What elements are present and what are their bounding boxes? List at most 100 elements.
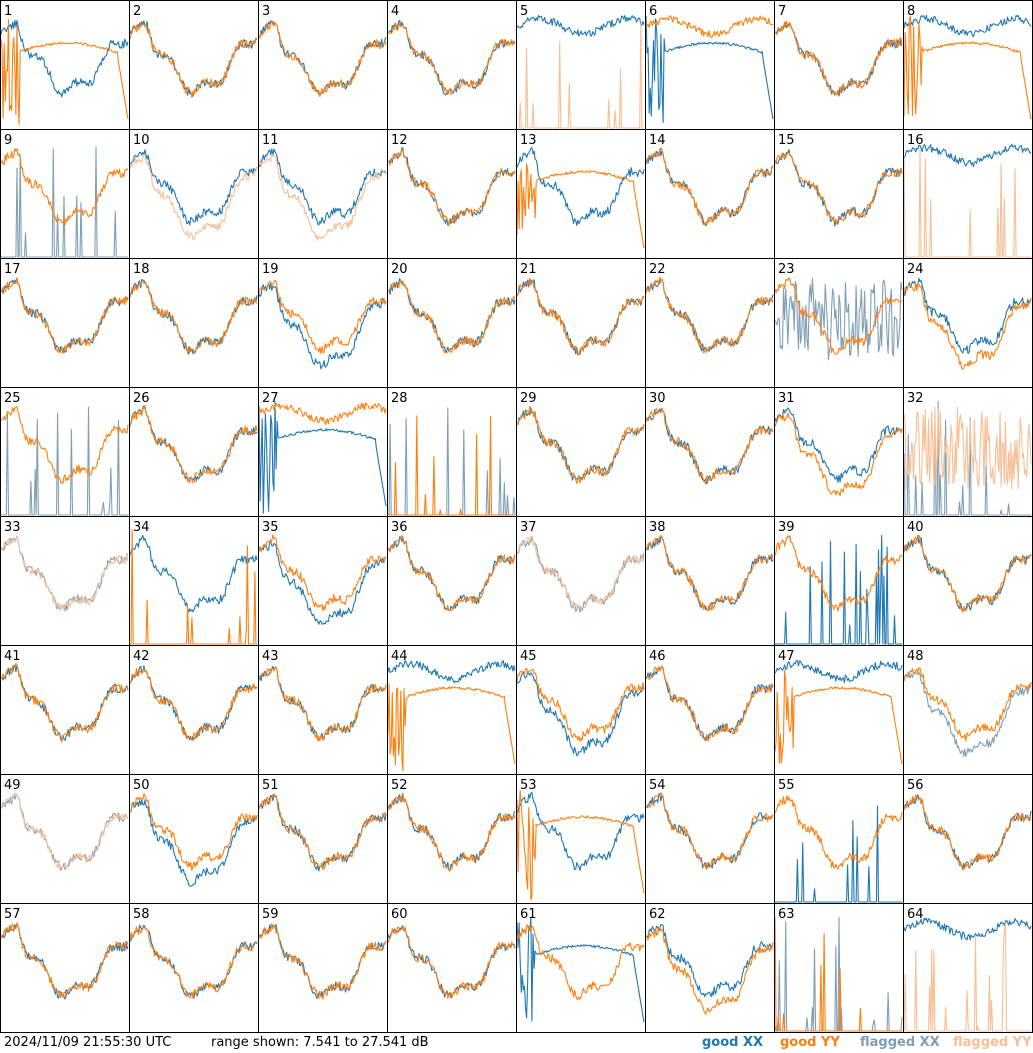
panel-48-yy-trace	[903, 667, 1032, 742]
panel-14-frame	[645, 129, 775, 259]
panel-24-frame	[903, 258, 1033, 388]
panel-45-frame	[516, 645, 646, 775]
panel-19-frame	[258, 258, 388, 388]
panel-55-frame	[774, 774, 904, 904]
panel-38: 38	[645, 516, 775, 646]
panel-16-label: 16	[907, 133, 924, 148]
panel-24-label: 24	[907, 262, 924, 277]
panel-61: 61	[516, 903, 646, 1033]
panel-4-xx-trace	[387, 19, 516, 96]
panel-12-yy-trace	[387, 148, 516, 227]
panel-10: 10	[129, 129, 259, 259]
panel-38-yy-trace	[645, 535, 774, 611]
panel-54: 54	[645, 774, 775, 904]
panel-47-yy-trace	[774, 669, 903, 765]
panel-62: 62	[645, 903, 775, 1033]
panel-22-yy-trace	[645, 276, 774, 354]
panel-5: 5	[516, 0, 646, 130]
panel-21-frame	[516, 258, 646, 388]
panel-6-label: 6	[649, 4, 657, 19]
panel-52-frame	[387, 774, 517, 904]
panel-43: 43	[258, 645, 388, 775]
panel-50-xx-trace	[129, 799, 258, 887]
legend-good-yy: good YY	[780, 1035, 840, 1050]
panel-19: 19	[258, 258, 388, 388]
panel-17-yy-trace	[0, 277, 129, 354]
timestamp: 2024/11/09 21:55:30 UTC	[4, 1035, 172, 1050]
panel-22-label: 22	[649, 262, 666, 277]
panel-20-frame	[387, 258, 517, 388]
panel-25-yy-trace	[0, 406, 129, 485]
panel-63-yy-trace	[774, 917, 902, 1032]
panel-23-label: 23	[778, 262, 795, 277]
panel-3-yy-trace	[258, 20, 387, 97]
panel-60-yy-trace	[387, 926, 516, 999]
panel-39-xx-trace	[775, 534, 902, 645]
panel-25-label: 25	[4, 391, 21, 406]
panel-23-xx-trace	[774, 278, 903, 361]
panel-19-xx-trace	[258, 282, 387, 370]
panel-53: 53	[516, 774, 646, 904]
panel-18-yy-trace	[129, 279, 258, 354]
panel-50: 50	[129, 774, 259, 904]
panel-29: 29	[516, 387, 646, 517]
panel-50-yy-trace	[129, 793, 258, 872]
panel-53-xx-trace	[516, 792, 645, 871]
panel-27: 27	[258, 387, 388, 517]
panel-57-label: 57	[4, 907, 21, 922]
panel-59-label: 59	[262, 907, 279, 922]
panel-1-yy-trace	[0, 19, 129, 125]
panel-21-yy-trace	[516, 278, 645, 356]
panel-9-yy-trace	[0, 147, 129, 226]
panel-31-label: 31	[778, 391, 795, 406]
panel-27-xx-trace	[258, 400, 387, 514]
panel-27-yy-trace	[258, 402, 387, 425]
panel-53-yy-trace	[516, 790, 645, 901]
panel-49-frame	[0, 774, 130, 904]
panel-32: 32	[903, 387, 1033, 517]
panel-33: 33	[0, 516, 130, 646]
panel-22: 22	[645, 258, 775, 388]
panel-12-label: 12	[391, 133, 408, 148]
panel-48-frame	[903, 645, 1033, 775]
panel-62-frame	[645, 903, 775, 1033]
panel-33-yy-trace	[0, 535, 129, 612]
panel-35-label: 35	[262, 520, 279, 535]
panel-31-frame	[774, 387, 904, 517]
panel-32-xx-trace	[903, 400, 1031, 516]
panel-40: 40	[903, 516, 1033, 646]
panel-1-label: 1	[4, 4, 12, 19]
panel-13-xx-trace	[516, 147, 645, 227]
panel-62-xx-trace	[645, 923, 774, 998]
panel-45-xx-trace	[516, 670, 645, 757]
panel-45-label: 45	[520, 649, 537, 664]
panel-18: 18	[129, 258, 259, 388]
panel-30-yy-trace	[645, 407, 774, 485]
panel-25: 25	[0, 387, 130, 517]
panel-23-yy-trace	[774, 277, 903, 355]
panel-15: 15	[774, 129, 904, 259]
panel-32-label: 32	[907, 391, 924, 406]
panel-14: 14	[645, 129, 775, 259]
panel-59-frame	[258, 903, 388, 1033]
panel-54-xx-trace	[645, 793, 774, 870]
panel-20-xx-trace	[387, 277, 516, 353]
panel-4: 4	[387, 0, 517, 130]
panel-24: 24	[903, 258, 1033, 388]
panel-11-label: 11	[262, 133, 279, 148]
panel-56: 56	[903, 774, 1033, 904]
panel-9-xx-trace	[1, 146, 128, 258]
panel-44: 44	[387, 645, 517, 775]
panel-39: 39	[774, 516, 904, 646]
panel-51-frame	[258, 774, 388, 904]
panel-15-yy-trace	[774, 151, 903, 225]
panel-12: 12	[387, 129, 517, 259]
panel-33-frame	[0, 516, 130, 646]
panel-35-frame	[258, 516, 388, 646]
panel-36-frame	[387, 516, 517, 646]
panel-27-label: 27	[262, 391, 279, 406]
panel-2-xx-trace	[129, 20, 258, 98]
panel-35: 35	[258, 516, 388, 646]
panel-13-label: 13	[520, 133, 537, 148]
panel-64: 64	[903, 903, 1033, 1033]
